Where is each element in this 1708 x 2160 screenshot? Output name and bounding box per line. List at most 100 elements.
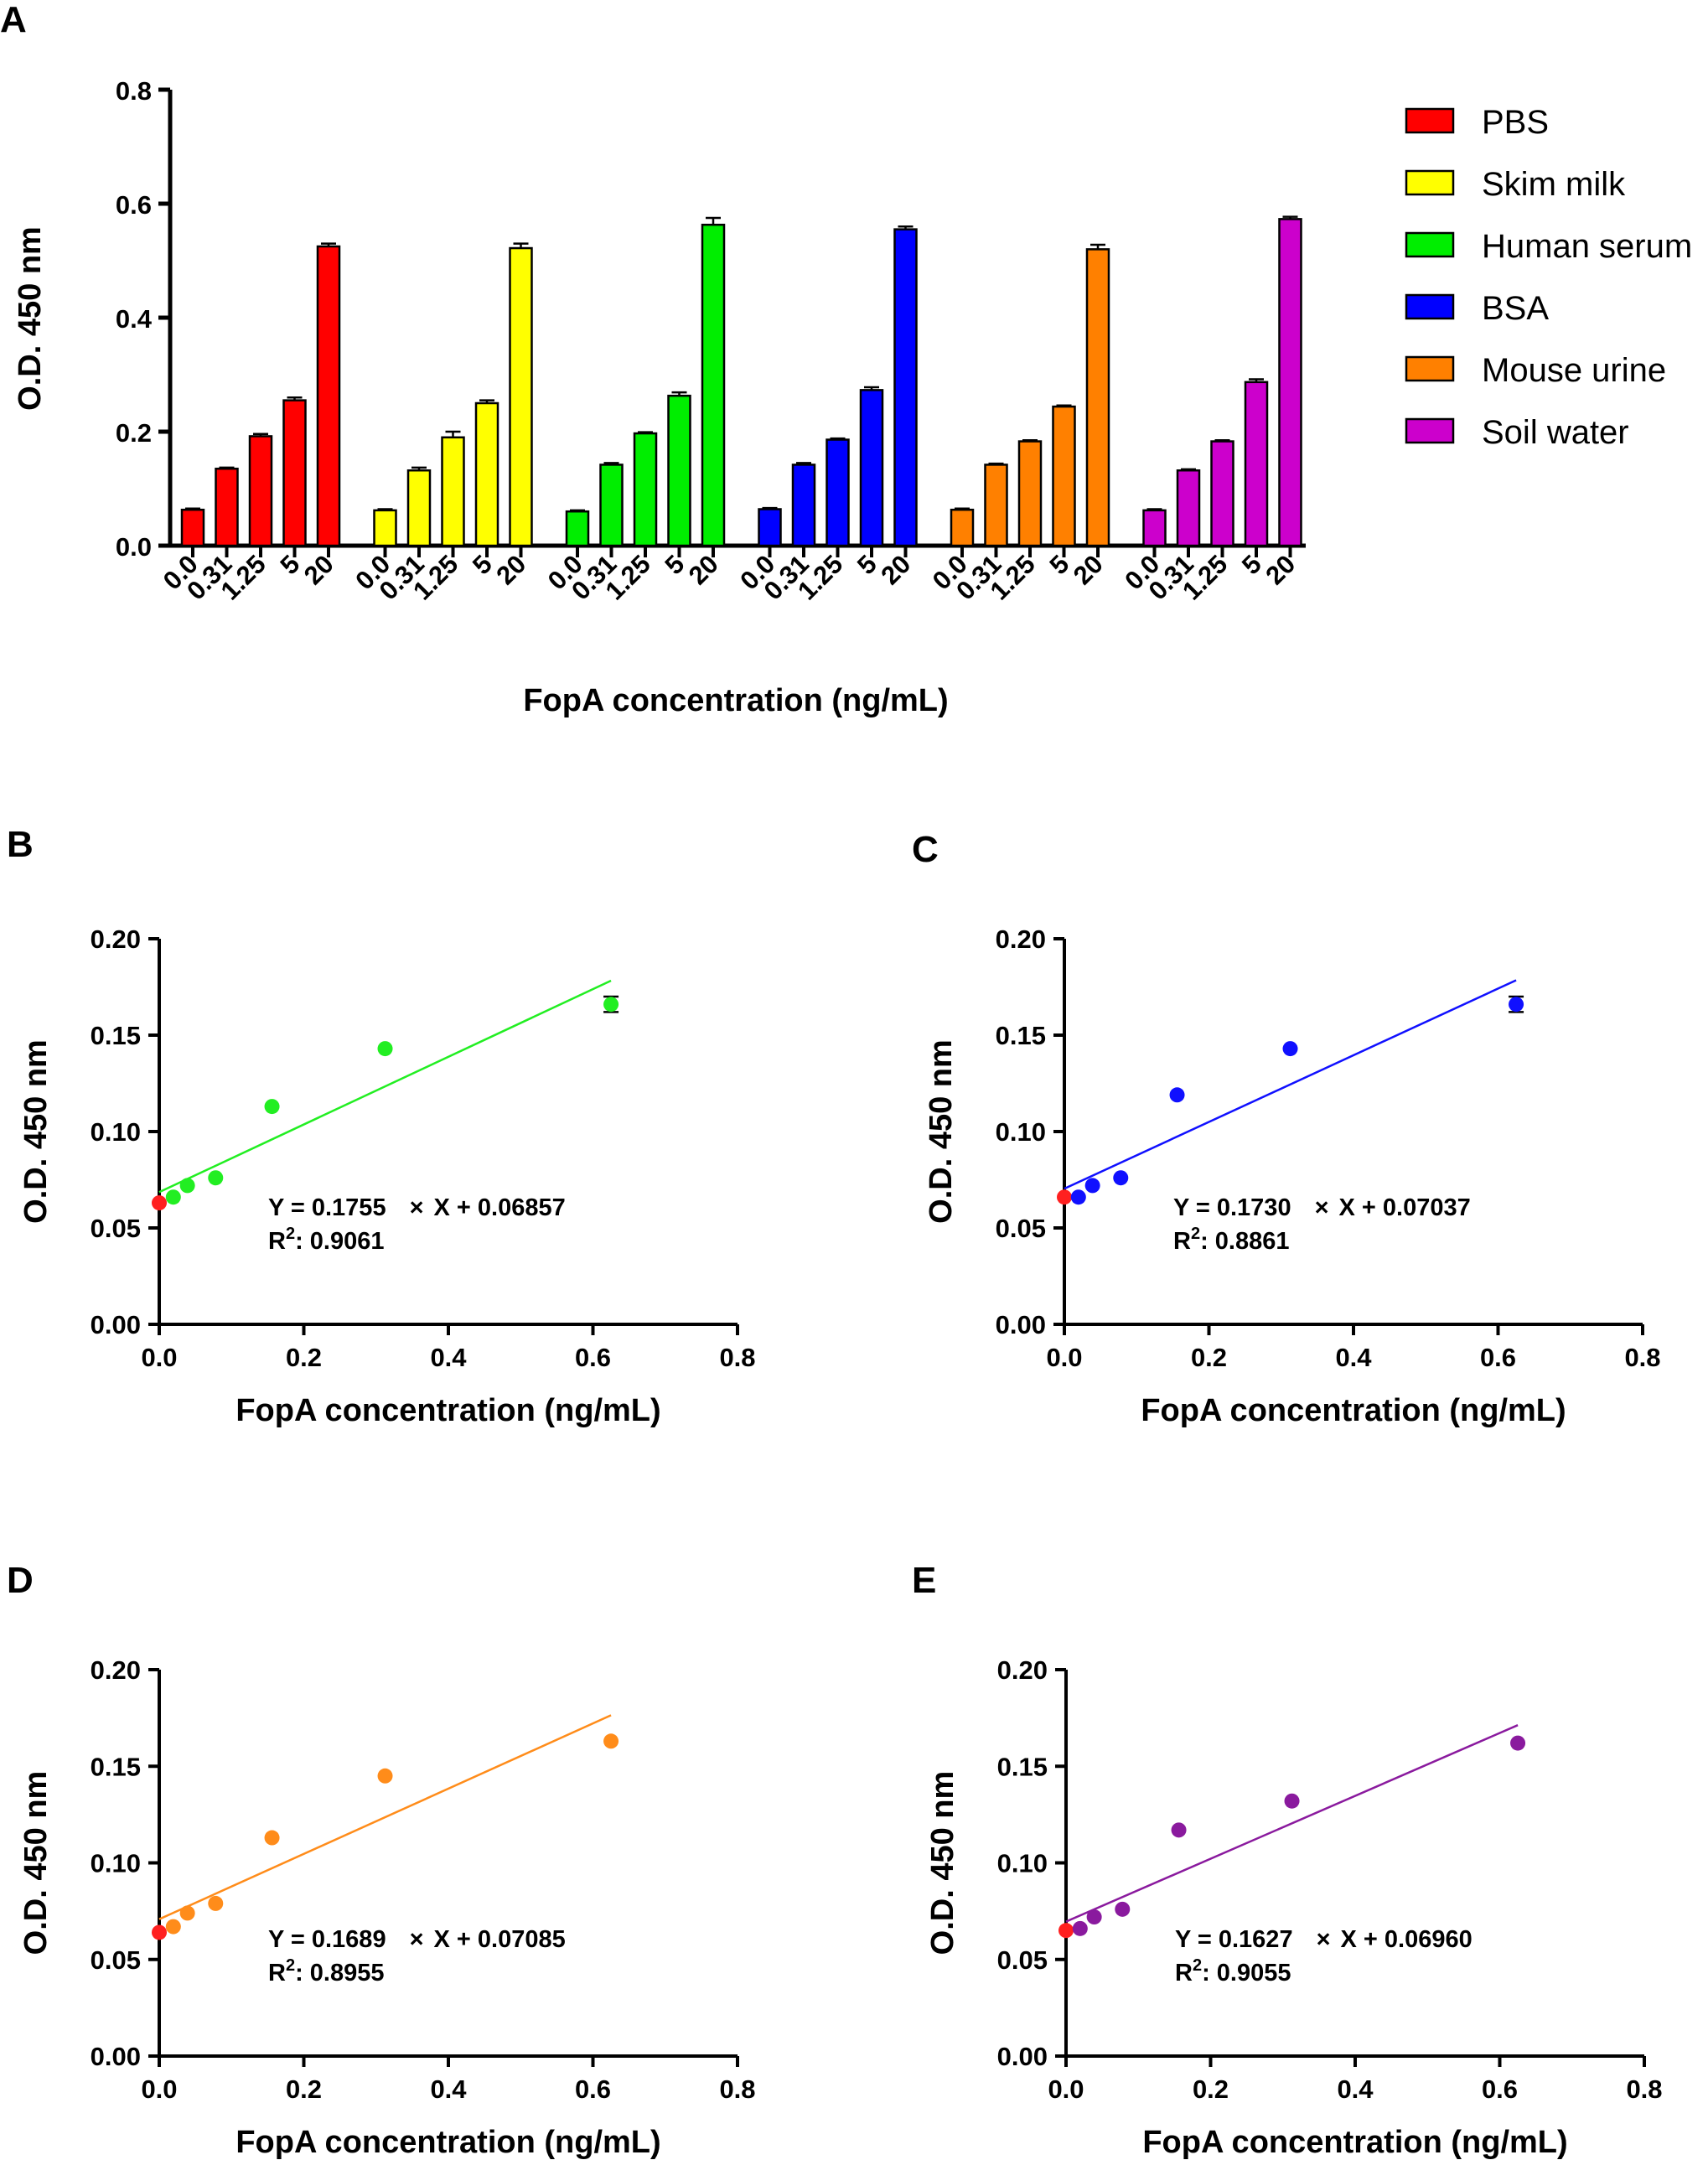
x-tick-label: 0.6 <box>575 1343 611 1372</box>
fit-line <box>1065 1724 1519 1923</box>
y-tick-label: 0.10 <box>997 1849 1048 1878</box>
bar <box>474 401 499 547</box>
legend-label: Human serum <box>1482 228 1692 265</box>
bar <box>180 508 205 547</box>
bar <box>1085 248 1110 547</box>
panel-a-bars <box>180 215 1302 547</box>
x-tick-label: 0.8 <box>1624 1343 1660 1372</box>
r-squared-label: R <box>1173 1228 1191 1255</box>
x-tick-label: 0.2 <box>1191 1343 1227 1372</box>
legend-swatch <box>1405 169 1455 196</box>
data-point <box>1086 1909 1102 1925</box>
y-tick-label: 0.00 <box>996 1310 1046 1339</box>
equation-slope: Y = 0.1755 <box>268 1194 386 1221</box>
legend-swatch <box>1405 107 1455 134</box>
data-point <box>1169 1087 1185 1103</box>
data-point-zero <box>1057 1189 1072 1205</box>
equation-intercept: X + 0.07037 <box>1339 1194 1471 1221</box>
regression-equation: Y = 0.1730 × X + 0.07037 <box>1173 1194 1471 1221</box>
y-tick-label: 0.2 <box>116 418 152 448</box>
y-tick-label: 0.05 <box>91 1214 141 1243</box>
y-axis-label: O.D. 450 nm <box>18 1771 54 1955</box>
data-point <box>208 1170 224 1186</box>
bar <box>984 464 1008 547</box>
y-tick-label: 0.0 <box>116 532 152 562</box>
y-axis-label: O.D. 450 nm <box>18 1039 54 1224</box>
r-squared-value: : 0.9055 <box>1202 1960 1291 1986</box>
r-squared-value: : 0.8955 <box>295 1960 384 1986</box>
data-point <box>1070 1189 1086 1205</box>
r-squared-label: R <box>268 1960 286 1986</box>
bar <box>509 246 533 547</box>
bar <box>633 432 658 547</box>
y-axis-label: O.D. 450 nm <box>924 1039 959 1224</box>
x-tick-label: 5 <box>1044 549 1075 580</box>
legend-label: Skim milk <box>1482 166 1626 203</box>
y-tick-label: 0.10 <box>91 1117 141 1147</box>
panel-a-y-axis-label: O.D. 450 nm <box>13 226 48 411</box>
bar <box>791 464 816 547</box>
y-tick-label: 0.15 <box>91 1752 141 1781</box>
data-point <box>179 1178 195 1194</box>
x-tick-label: 5 <box>275 549 306 580</box>
bar <box>1142 509 1167 547</box>
x-tick-label: 0.6 <box>1480 1343 1516 1372</box>
legend-swatch <box>1405 417 1455 444</box>
fit-line <box>1064 979 1517 1190</box>
bar <box>565 510 590 547</box>
x-tick-label: 0.2 <box>286 2075 322 2104</box>
y-tick-label: 0.00 <box>91 1310 141 1339</box>
r-squared-label: R <box>1175 1960 1193 1986</box>
data-point <box>1115 1901 1131 1917</box>
bar <box>1210 440 1234 547</box>
y-tick-label: 0.20 <box>997 1655 1048 1685</box>
panel-a-x-ticks: 0.00.311.25 520 0.00.311.25 520 0.00.311.25 5… <box>158 546 1301 606</box>
x-tick-label: 20 <box>298 549 339 590</box>
bar <box>316 245 341 547</box>
equation-slope: Y = 0.1730 <box>1173 1194 1291 1221</box>
data-point-zero <box>152 1195 167 1211</box>
y-tick-label: 0.15 <box>91 1021 141 1050</box>
data-point-zero <box>152 1924 167 1940</box>
bar <box>758 508 782 547</box>
legend-swatch <box>1405 231 1455 258</box>
data-point <box>603 997 619 1013</box>
x-tick-label: 0.2 <box>1193 2075 1229 2104</box>
x-tick-label: 20 <box>875 549 916 590</box>
multiply-sign: × <box>1317 1926 1331 1953</box>
panel-a-x-axis-label: FopA concentration (ng/mL) <box>523 683 948 718</box>
panel-c: C 0.00 0.05 0.10 0.15 0.20 0.0 0.2 0.4 0.6 0.8 O.D… <box>912 829 1661 1428</box>
x-tick-label: 0.6 <box>575 2075 611 2104</box>
panel-a-label: A <box>0 0 27 40</box>
x-tick-label: 0.4 <box>1335 1343 1372 1372</box>
y-tick-label: 0.4 <box>116 304 153 334</box>
panel-a-y-ticks: 0.0 0.2 0.4 0.6 0.8 <box>116 76 170 562</box>
y-tick-label: 0.05 <box>996 1214 1046 1243</box>
data-point <box>1510 1735 1526 1751</box>
bar <box>282 399 307 547</box>
regression-equation: Y = 0.1627 × X + 0.06960 <box>1175 1926 1473 1953</box>
bar <box>826 438 850 547</box>
r-squared-label: R <box>268 1228 286 1255</box>
legend-label: Soil water <box>1482 414 1629 451</box>
y-tick-label: 0.20 <box>996 925 1046 954</box>
r-squared: R2: 0.9055 <box>1175 1956 1291 1986</box>
panel-d-label: D <box>7 1560 34 1601</box>
bar <box>1052 405 1076 547</box>
data-point <box>1282 1041 1298 1057</box>
x-tick-label: 0.8 <box>1626 2075 1662 2104</box>
x-tick-label: 20 <box>683 549 724 590</box>
x-tick-label: 0.8 <box>719 1343 755 1372</box>
panel-e: E 0.00 0.05 0.10 0.15 0.20 0.0 0.2 0.4 0.6 0.8 O.D… <box>912 1560 1663 2160</box>
r-squared-value: : 0.8861 <box>1200 1228 1289 1255</box>
x-tick-label: 20 <box>1068 549 1109 590</box>
equation-slope: Y = 0.1627 <box>1175 1926 1293 1953</box>
x-tick-label: 0.4 <box>430 2075 467 2104</box>
bar <box>441 436 465 547</box>
multiply-sign: × <box>410 1194 424 1221</box>
data-point <box>603 1733 619 1749</box>
y-tick-label: 0.8 <box>116 76 152 106</box>
x-tick-label: 0.4 <box>430 1343 467 1372</box>
legend-label: PBS <box>1482 104 1549 141</box>
bar <box>1278 218 1302 547</box>
